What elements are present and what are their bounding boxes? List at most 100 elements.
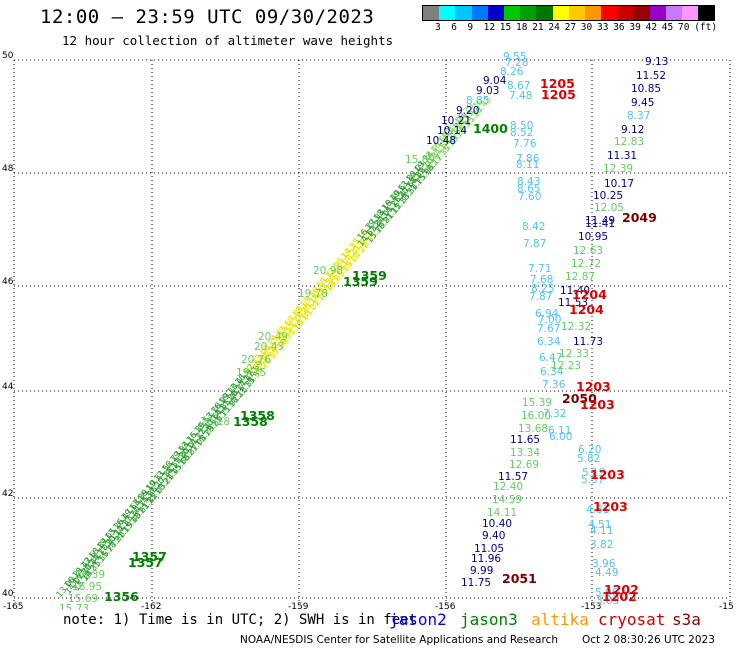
pass-time-label: 1357: [128, 555, 163, 570]
wave-height-label: 8.43: [517, 176, 540, 188]
pass-time-label: 1357: [132, 549, 167, 564]
pass-time-label: 1358: [233, 414, 268, 429]
wave-height-label: 15.73: [59, 603, 89, 610]
wave-height-label: 16.00: [521, 410, 551, 422]
color-scale-tick: 33: [597, 22, 609, 33]
wave-height-label: 5.06: [595, 587, 619, 599]
color-scale-tick: 15: [499, 22, 512, 33]
color-scale-tick: 36: [613, 22, 625, 33]
wave-height-label: 11.96: [471, 553, 501, 565]
wave-height-label: 20.18: [200, 416, 230, 428]
pass-time-label: 1203: [590, 467, 625, 482]
wave-height-label: 7.87: [529, 291, 552, 303]
wave-height-label: 7.36: [542, 379, 566, 391]
wave-height-label: 14.11: [487, 507, 517, 519]
wave-height-label: 6.94: [535, 308, 559, 320]
wave-height-label: 8.37: [627, 110, 650, 122]
wave-height-label: 13.34: [510, 447, 540, 459]
color-scale-bar: [422, 5, 716, 21]
wave-height-label: 20.98: [313, 265, 343, 277]
color-swatch: [520, 6, 537, 20]
wave-height-label: 11.52: [636, 70, 666, 82]
wave-height-label: 4.51: [588, 519, 611, 531]
color-swatch: [617, 6, 634, 20]
wave-height-label: 8.50: [510, 120, 533, 132]
color-scale-tick: 3: [435, 22, 441, 33]
pass-time-label: 2050: [562, 391, 597, 406]
wave-height-label: 10.17: [604, 178, 634, 190]
wave-height-label: 7.28: [505, 57, 528, 69]
wave-height-label: 12.39: [603, 163, 633, 175]
wave-height-label: 10.14: [437, 125, 467, 137]
wave-height-label: 16.95: [72, 581, 102, 593]
color-swatch: [439, 6, 456, 20]
color-swatch: [682, 6, 699, 20]
wave-height-label: 10.95: [578, 231, 608, 243]
satellite-legend-s3a: s3a: [672, 610, 701, 629]
color-scale-tick: (ft): [694, 22, 718, 33]
pass-time-label: 1359: [343, 274, 378, 289]
wave-height-label: 9.03: [476, 85, 499, 97]
wave-height-label: 10.25: [593, 190, 623, 202]
pass-time-label: 1203: [580, 397, 615, 412]
color-swatch: [649, 6, 666, 20]
wave-height-label: 19.75: [236, 367, 266, 379]
wave-height-label: 7.86: [516, 153, 540, 165]
wave-height-label: 3.82: [590, 539, 613, 551]
wave-height-label: 11.57: [498, 471, 528, 483]
wave-height-label: 15.69: [68, 593, 98, 605]
wave-height-label: 12.23: [551, 360, 581, 372]
wave-height-label: 15.89: [405, 154, 435, 166]
pass-time-label: 1202: [604, 582, 639, 597]
lat-label: 48: [2, 164, 14, 174]
wave-height-label: 12.40: [493, 481, 523, 493]
wave-height-label: 10.48: [426, 135, 456, 147]
color-swatch: [568, 6, 585, 20]
wave-height-label: 7.87: [523, 238, 546, 250]
pass-time-label: 1205: [541, 87, 576, 102]
color-swatch: [698, 6, 715, 20]
pass-time-label: 1358: [240, 408, 275, 423]
wave-height-label: 7.00: [538, 314, 561, 326]
pass-time-label: 2049: [622, 210, 657, 225]
wave-height-label: 11.73: [573, 336, 603, 348]
wave-height-label: 12.63: [573, 245, 603, 257]
pass-time-label: 1205: [540, 76, 575, 91]
wave-height-label: 11.41: [585, 218, 615, 230]
wave-height-label: 8.42: [522, 221, 545, 233]
wave-height-label: 10.85: [631, 83, 661, 95]
wave-height-label: 4.49: [595, 567, 618, 579]
color-swatch: [665, 6, 682, 20]
pass-time-label: 2051: [502, 571, 537, 586]
wave-height-label: 11.40: [560, 285, 590, 297]
organization-credit: NOAA/NESDIS Center for Satellite Applica…: [240, 634, 558, 646]
lat-label: 44: [2, 382, 14, 392]
wave-height-label: 7.32: [543, 408, 566, 420]
satellite-legend-cryosat: cryosat: [598, 610, 666, 629]
map-subtitle: 12 hour collection of altimeter wave hei…: [62, 33, 394, 48]
generated-timestamp: Oct 2 08:30:26 UTC 2023: [582, 634, 715, 646]
wave-height-label: 6.00: [549, 431, 572, 443]
satellite-tracks: 13.0014.0715.1416.2117.2818.3519.4220.49…: [55, 51, 669, 610]
wave-height-label: 6.11: [548, 425, 571, 437]
wave-height-label: 11.75: [461, 577, 491, 589]
pass-time-label: 1356: [104, 589, 139, 604]
wave-height-label: 5.19: [582, 467, 605, 479]
color-swatch: [584, 6, 602, 20]
wave-height-label: 12.72: [571, 258, 601, 270]
color-scale-tick: 6: [451, 22, 457, 33]
color-scale-tick: 70: [678, 22, 690, 33]
wave-height-label: 9.04: [483, 75, 507, 87]
wave-height-label: 10.40: [482, 518, 512, 530]
wave-height-label: 8.11: [516, 159, 539, 171]
wave-height-label: 9.40: [482, 530, 505, 542]
lat-label: 50: [2, 51, 14, 61]
color-scale-tick: 45: [661, 22, 674, 33]
color-scale-tick: 39: [629, 22, 641, 33]
wave-height-label: 16.39: [75, 569, 105, 581]
map-title: 12:00 – 23:59 UTC 09/30/2023: [40, 6, 375, 28]
pass-time-label: 1359: [352, 268, 387, 283]
wave-height-label: 12.87: [565, 271, 595, 283]
wave-height-label: 6.47: [539, 352, 562, 364]
wave-height-label: 9.55: [503, 51, 526, 63]
